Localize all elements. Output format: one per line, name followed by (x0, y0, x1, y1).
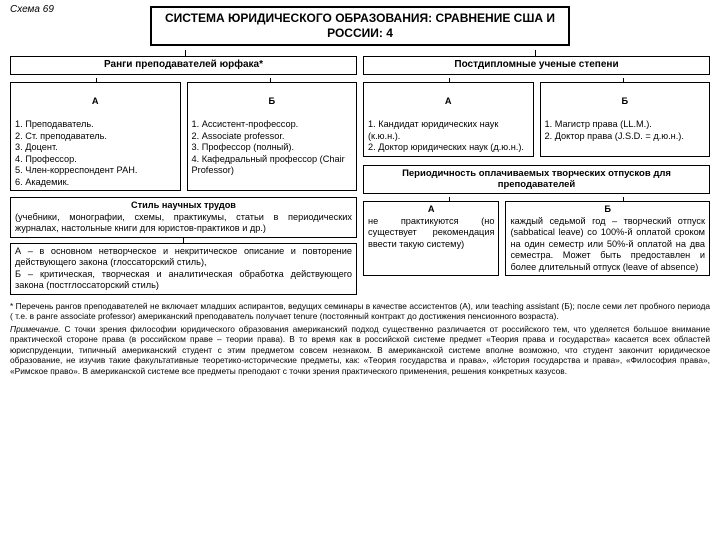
ranks-b: Б 1. Ассистент-профессор. 2. Associate p… (187, 82, 358, 192)
sabbatical-a: А не практикуются (но существует рекомен… (363, 201, 499, 276)
degrees-a-body: 1. Кандидат юридических наук (к.ю.н.). 2… (368, 119, 524, 152)
left-column: Ранги преподавателей юрфака* А 1. Препод… (10, 56, 357, 295)
sabbatical-a-hd: А (368, 204, 494, 216)
ranks-b-hd: Б (192, 96, 353, 108)
sabbatical-header: Периодичность оплачиваемых творческих от… (363, 165, 710, 195)
right-column: Постдипломные ученые степени А 1. Кандид… (363, 56, 710, 295)
style-box: Стиль научных трудов (учебники, монограф… (10, 197, 357, 238)
degrees-header: Постдипломные ученые степени (363, 56, 710, 75)
degrees-a-hd: А (368, 96, 529, 108)
ranks-a-hd: А (15, 96, 176, 108)
footnotes: * Перечень рангов преподавателей не вклю… (10, 301, 710, 377)
ranks-header: Ранги преподавателей юрфака* (10, 56, 357, 75)
style-ab: А – в основном нетворческое и некритичес… (10, 243, 357, 295)
sabbatical-b-body: каждый седьмой год – творческий отпуск (… (510, 216, 705, 272)
ranks-a-body: 1. Преподаватель. 2. Ст. преподаватель. … (15, 119, 137, 187)
style-body: (учебники, монографии, схемы, практикумы… (15, 212, 352, 235)
sabbatical-b: Б каждый седьмой год – творческий отпуск… (505, 201, 710, 276)
main-title: СИСТЕМА ЮРИДИЧЕСКОГО ОБРАЗОВАНИЯ: СРАВНЕ… (150, 6, 570, 46)
footnote-1: * Перечень рангов преподавателей не вклю… (10, 301, 710, 322)
degrees-b-hd: Б (545, 96, 706, 108)
ranks-b-body: 1. Ассистент-профессор. 2. Associate pro… (192, 119, 345, 175)
degrees-b-body: 1. Магистр права (LL.M.). 2. Доктор прав… (545, 119, 684, 141)
sabbatical-b-hd: Б (510, 204, 705, 216)
degrees-b: Б 1. Магистр права (LL.M.). 2. Доктор пр… (540, 82, 711, 157)
style-header: Стиль научных трудов (15, 200, 352, 212)
footnote-2: Примечание. С точки зрения философии юри… (10, 324, 710, 377)
scheme-label: Схема 69 (10, 4, 54, 17)
degrees-a: А 1. Кандидат юридических наук (к.ю.н.).… (363, 82, 534, 157)
sabbatical-a-body: не практикуются (но существует рекоменда… (368, 216, 494, 249)
ranks-a: А 1. Преподаватель. 2. Ст. преподаватель… (10, 82, 181, 192)
